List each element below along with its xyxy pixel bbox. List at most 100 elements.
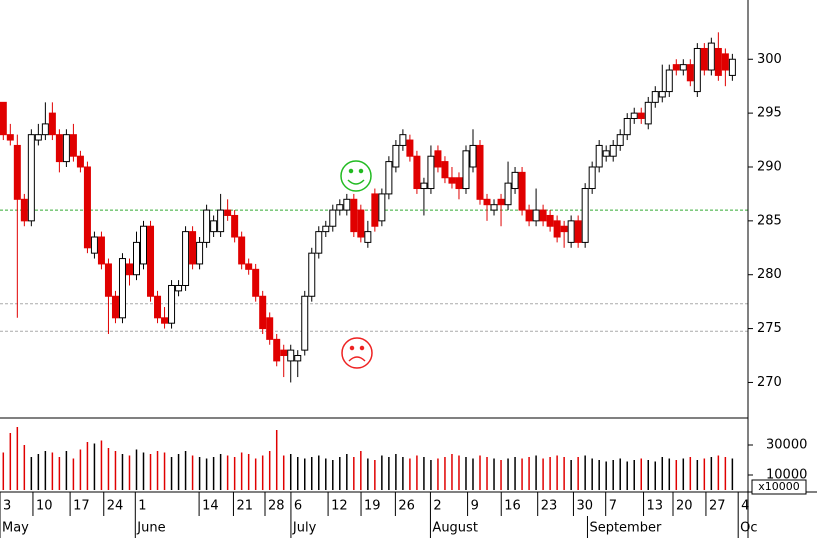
x-tick-label: 19 xyxy=(364,499,381,514)
candle-body xyxy=(90,236,98,254)
candle-body xyxy=(378,193,386,222)
candle-body xyxy=(48,112,56,136)
candle-body xyxy=(266,317,274,340)
candle-body xyxy=(273,338,281,362)
candle-body xyxy=(693,47,701,93)
candle-body xyxy=(133,241,140,276)
candle-body xyxy=(125,263,133,276)
y-tick-label: 300 xyxy=(757,52,782,67)
candle-body xyxy=(525,209,533,222)
candle-body xyxy=(350,198,358,233)
candle-body xyxy=(252,268,260,297)
sad-face xyxy=(341,337,373,369)
candle-body xyxy=(609,144,617,157)
candle-body xyxy=(714,47,722,76)
candle-body xyxy=(658,91,666,98)
candle-body xyxy=(259,295,267,330)
candle-body xyxy=(69,134,77,157)
candle-body xyxy=(560,225,568,233)
candle-body xyxy=(104,263,112,297)
candle-body xyxy=(700,47,708,71)
happy-face xyxy=(340,160,372,192)
candle-body xyxy=(175,284,183,292)
candle-body xyxy=(371,193,379,227)
x-tick-label: 6 xyxy=(294,499,302,514)
candle-body xyxy=(406,139,414,157)
candle-body xyxy=(616,134,624,146)
x-tick-label: 26 xyxy=(398,499,415,514)
candle-body xyxy=(511,171,519,190)
candle-body xyxy=(140,225,148,265)
candle-body xyxy=(441,161,449,179)
x-tick-label: 13 xyxy=(647,499,664,514)
x-tick-label: 14 xyxy=(202,499,219,514)
x-tick-label: 1 xyxy=(138,499,146,514)
x-tick-label: 24 xyxy=(107,499,124,514)
y-tick-label: 270 xyxy=(757,375,782,390)
candle-body xyxy=(182,231,190,286)
candle-body xyxy=(420,182,428,190)
candle-body xyxy=(679,64,687,71)
x-tick-label: 3 xyxy=(3,499,11,514)
candle-body xyxy=(217,209,225,233)
candle-body xyxy=(707,42,715,71)
candle-body xyxy=(392,144,400,168)
candle-body xyxy=(399,134,407,146)
candle-body xyxy=(455,177,463,190)
candle-body xyxy=(567,220,575,243)
candle-body xyxy=(147,225,155,297)
candle-body xyxy=(644,101,652,125)
y-tick-label: 295 xyxy=(757,106,782,121)
candle-body xyxy=(434,150,442,168)
candle-body xyxy=(189,231,197,265)
candle-body xyxy=(245,263,253,270)
candle-body xyxy=(427,155,435,190)
candle-body xyxy=(574,220,582,243)
candle-body xyxy=(672,64,680,71)
x-tick-label: 21 xyxy=(236,499,253,514)
candle-body xyxy=(118,258,126,319)
candle-body xyxy=(210,220,218,233)
candle-body xyxy=(630,112,638,120)
candle-body xyxy=(196,241,204,265)
month-label: Oc xyxy=(740,521,757,536)
candle-body xyxy=(231,214,239,238)
candle-body xyxy=(602,150,610,157)
candle-body xyxy=(462,150,470,190)
candle-body xyxy=(111,295,119,319)
volume-unit: x10000 xyxy=(758,480,800,493)
candle-body xyxy=(27,134,35,222)
month-label: September xyxy=(589,521,662,536)
candle-body xyxy=(518,171,526,211)
x-tick-label: 28 xyxy=(268,499,285,514)
candle-body xyxy=(448,177,456,184)
x-tick-label: 16 xyxy=(504,499,521,514)
candle-body xyxy=(322,225,330,233)
candle-body xyxy=(490,204,498,211)
candle-body xyxy=(497,198,505,206)
x-tick-label: 2 xyxy=(433,499,441,514)
x-tick-label: 30 xyxy=(576,499,593,514)
candle-body xyxy=(413,155,421,190)
candle-body xyxy=(83,166,91,249)
candle-body xyxy=(308,252,316,297)
candle-body xyxy=(553,220,561,238)
candle-body xyxy=(623,118,631,136)
candle-body xyxy=(97,236,105,265)
candle-body xyxy=(721,53,729,71)
candle-body xyxy=(238,236,246,265)
candle-body xyxy=(483,198,491,206)
candle-body xyxy=(357,209,365,238)
candle-body xyxy=(581,188,589,243)
candle-body xyxy=(728,58,736,76)
volume-tick-label: 10000 xyxy=(766,468,807,483)
candle-body xyxy=(686,64,694,82)
candle-body xyxy=(0,101,7,136)
y-tick-label: 285 xyxy=(757,213,782,228)
candle-body xyxy=(301,295,309,351)
x-tick-label: 17 xyxy=(73,499,90,514)
candle-body xyxy=(168,284,176,324)
y-tick-label: 275 xyxy=(757,321,782,336)
x-tick-label: 20 xyxy=(676,499,693,514)
